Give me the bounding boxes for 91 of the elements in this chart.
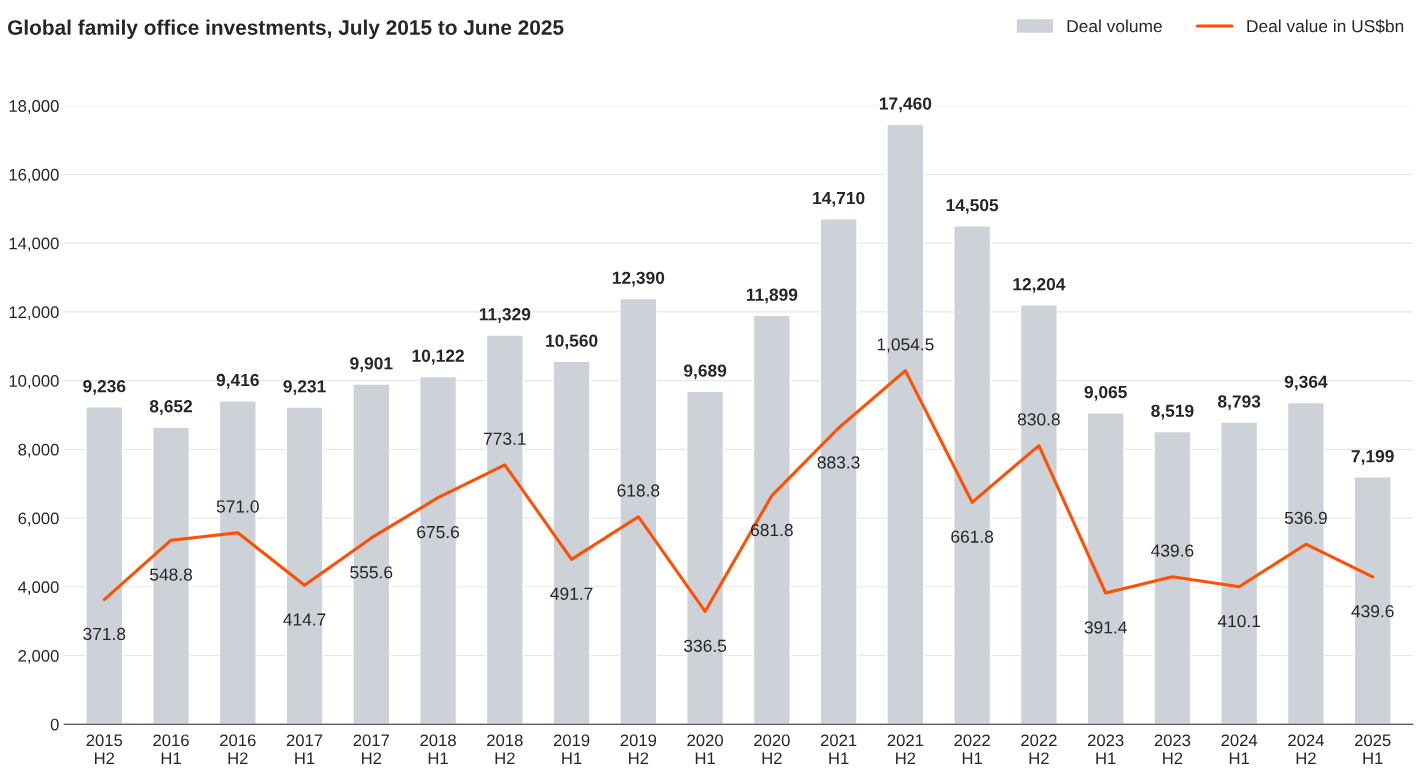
data-label: 14,710 bbox=[813, 191, 865, 207]
x-tick-label: 2022 H2 bbox=[1021, 734, 1057, 765]
bar bbox=[151, 426, 191, 725]
x-tick-label: 2019 H1 bbox=[553, 734, 590, 765]
data-label: 391.4 bbox=[1084, 621, 1127, 634]
data-label: 7,199 bbox=[1351, 450, 1394, 465]
legend-label: Deal volume bbox=[1067, 19, 1162, 33]
data-label: 371.8 bbox=[83, 627, 126, 641]
data-label: 439.6 bbox=[1151, 544, 1194, 557]
y-tick-label: 18,000 bbox=[9, 100, 59, 114]
data-label: 14,505 bbox=[946, 198, 999, 214]
data-label: 8,652 bbox=[149, 400, 193, 415]
data-label: 414.7 bbox=[283, 613, 326, 626]
bar bbox=[352, 383, 391, 725]
x-tick-label: 2020 H2 bbox=[754, 734, 790, 765]
data-label: 9,231 bbox=[283, 380, 326, 396]
data-label: 9,065 bbox=[1084, 385, 1127, 401]
x-tick-label: 2016 H1 bbox=[153, 734, 189, 765]
data-label: 883.3 bbox=[817, 456, 860, 469]
data-label: 773.1 bbox=[483, 432, 526, 445]
data-label: 10,122 bbox=[412, 349, 464, 365]
data-label: 618.8 bbox=[617, 484, 660, 497]
y-tick-label: 8,000 bbox=[18, 443, 59, 458]
x-tick-label: 2019 H2 bbox=[620, 734, 657, 765]
y-tick-label: 0 bbox=[50, 718, 59, 731]
data-label: 17,460 bbox=[879, 97, 932, 113]
data-label: 548.8 bbox=[150, 568, 192, 581]
data-label: 10,560 bbox=[546, 334, 598, 350]
data-label: 675.6 bbox=[417, 525, 460, 539]
bar bbox=[752, 314, 791, 725]
y-tick-label: 4,000 bbox=[18, 581, 59, 595]
bar bbox=[419, 375, 458, 725]
y-tick-label: 2,000 bbox=[18, 649, 59, 664]
data-label: 8,519 bbox=[1151, 404, 1194, 420]
data-label: 536.9 bbox=[1284, 511, 1327, 525]
x-tick-label: 2021 H2 bbox=[887, 734, 924, 765]
bar bbox=[85, 406, 124, 725]
data-label: 830.8 bbox=[1017, 413, 1060, 426]
x-tick-label: 2020 H1 bbox=[687, 734, 723, 765]
data-label: 1,054.5 bbox=[877, 338, 934, 353]
y-tick-label: 16,000 bbox=[9, 168, 59, 183]
bar bbox=[485, 334, 524, 725]
bar bbox=[1086, 412, 1125, 725]
y-tick-label: 12,000 bbox=[9, 306, 59, 321]
data-label: 439.6 bbox=[1351, 605, 1394, 618]
data-label: 9,689 bbox=[683, 364, 727, 380]
bar bbox=[1153, 430, 1192, 725]
data-label: 410.1 bbox=[1217, 614, 1261, 628]
bar bbox=[1353, 476, 1392, 725]
y-tick-label: 6,000 bbox=[18, 512, 59, 527]
bar bbox=[953, 225, 992, 725]
data-label: 9,901 bbox=[350, 357, 393, 372]
x-tick-label: 2023 H1 bbox=[1087, 734, 1124, 765]
data-label: 11,899 bbox=[746, 288, 798, 304]
x-tick-label: 2016 H2 bbox=[220, 734, 256, 765]
data-label: 336.5 bbox=[684, 639, 727, 652]
bar bbox=[686, 390, 725, 725]
bar bbox=[285, 406, 324, 725]
chart-title: Global family office investments, July 2015 to June 2025 bbox=[7, 19, 564, 39]
x-tick-label: 2024 H1 bbox=[1221, 734, 1258, 765]
data-label: 571.0 bbox=[216, 500, 259, 513]
data-label: 9,364 bbox=[1284, 375, 1328, 391]
bar bbox=[1286, 401, 1325, 725]
x-tick-label: 2022 H1 bbox=[954, 734, 990, 765]
x-tick-label: 2024 H2 bbox=[1288, 734, 1324, 765]
data-label: 661.8 bbox=[951, 530, 994, 543]
data-label: 8,793 bbox=[1217, 395, 1261, 411]
bar bbox=[619, 297, 658, 725]
bar bbox=[1220, 421, 1259, 725]
x-tick-label: 2017 H1 bbox=[286, 734, 323, 765]
y-tick-label: 10,000 bbox=[9, 375, 59, 389]
legend-label: Deal value in US$bn bbox=[1247, 19, 1404, 34]
data-label: 11,329 bbox=[479, 308, 531, 323]
x-tick-label: 2017 H2 bbox=[353, 734, 390, 765]
data-label: 9,236 bbox=[83, 380, 126, 395]
x-tick-label: 2025 H1 bbox=[1354, 734, 1391, 765]
data-label: 491.7 bbox=[550, 587, 593, 600]
y-tick-label: 14,000 bbox=[9, 237, 59, 252]
bar bbox=[552, 360, 591, 725]
bar bbox=[218, 399, 257, 725]
data-label: 9,416 bbox=[216, 373, 259, 389]
x-tick-label: 2018 H2 bbox=[487, 734, 523, 765]
data-label: 12,390 bbox=[612, 271, 665, 287]
bar bbox=[819, 218, 858, 725]
data-label: 555.6 bbox=[350, 566, 393, 579]
data-label: 12,204 bbox=[1013, 278, 1066, 293]
x-tick-label: 2015 H2 bbox=[86, 734, 123, 765]
x-tick-label: 2021 H1 bbox=[820, 734, 857, 765]
x-tick-label: 2023 H2 bbox=[1154, 734, 1191, 765]
x-tick-label: 2018 H1 bbox=[420, 734, 456, 765]
bar bbox=[1019, 304, 1058, 725]
